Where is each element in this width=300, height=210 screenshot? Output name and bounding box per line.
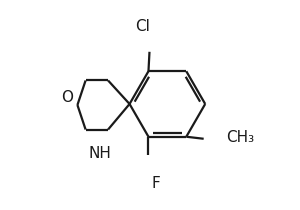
Text: F: F xyxy=(152,176,161,191)
Text: O: O xyxy=(61,90,73,105)
Text: Cl: Cl xyxy=(135,19,149,34)
Text: CH₃: CH₃ xyxy=(226,130,254,145)
Text: NH: NH xyxy=(88,146,111,160)
